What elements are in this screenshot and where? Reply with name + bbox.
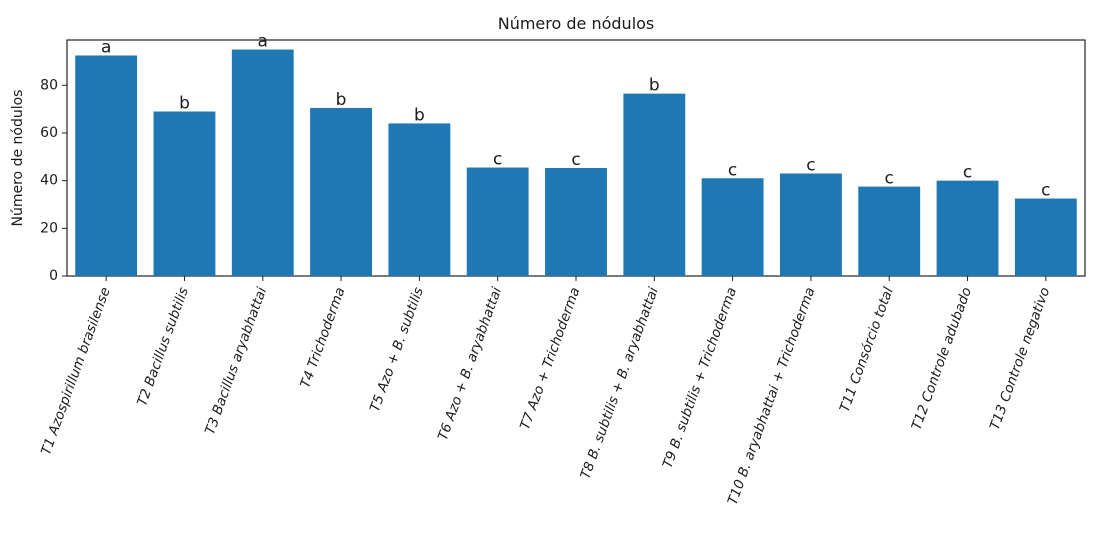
- x-tick-label: T10 B. aryabhattai + Trichoderma: [725, 285, 819, 507]
- bars: [75, 49, 1077, 277]
- chart-title: Número de nódulos: [498, 14, 655, 33]
- bar-significance-label: c: [571, 150, 580, 170]
- x-tick-label: T3 Bacillus aryabhattai: [202, 285, 270, 437]
- x-tick-label: T12 Controle adubado: [909, 285, 976, 432]
- y-axis-label: Número de nódulos: [10, 90, 26, 227]
- bar-significance-label: a: [258, 32, 268, 52]
- bar: [858, 186, 921, 276]
- bar: [623, 93, 686, 277]
- y-tick-label: 60: [40, 125, 58, 141]
- x-tick-label: T7 Azo + Trichoderma: [517, 285, 583, 432]
- bar-significance-label: c: [493, 150, 502, 170]
- x-tick-label: T6 Azo + B. aryabhattai: [435, 285, 505, 443]
- y-tick-label: 0: [49, 268, 58, 284]
- bar-significance-label: c: [728, 160, 737, 180]
- bar-significance-label: b: [336, 90, 347, 110]
- bar-significance-label: b: [179, 94, 190, 114]
- bar: [466, 167, 529, 276]
- y-axis-ticks: 0 20 40 60 80: [40, 77, 67, 284]
- x-tick-label: T11 Consórcio total: [837, 285, 897, 414]
- bar: [388, 123, 451, 276]
- y-tick-label: 40: [40, 173, 58, 189]
- bar-significance-label: b: [414, 105, 425, 125]
- x-tick-label: T13 Controle negativo: [987, 285, 1053, 432]
- x-tick-label: T9 B. subtilis + Trichoderma: [660, 285, 740, 470]
- y-tick-label: 20: [40, 220, 58, 236]
- x-tick-label: T2 Bacillus subtilis: [134, 285, 192, 408]
- bar: [310, 107, 373, 276]
- bar-significance-label: c: [963, 163, 972, 183]
- bar-significance-label: b: [649, 76, 660, 96]
- x-tick-label: T1 Azospirillum brasilense: [38, 285, 114, 457]
- bar: [1014, 198, 1077, 276]
- bar: [231, 49, 294, 276]
- data-labels: a b a b b c c b c c c c c: [101, 32, 1051, 201]
- y-tick-label: 80: [40, 77, 58, 93]
- bar-significance-label: c: [885, 169, 894, 189]
- bar: [936, 180, 999, 276]
- bar-significance-label: a: [101, 37, 111, 57]
- x-tick-label: T8 B. subtilis + B. aryabhattai: [578, 285, 662, 481]
- bar: [75, 55, 138, 276]
- bar-significance-label: c: [1041, 181, 1050, 201]
- bar: [701, 178, 764, 276]
- bar: [545, 168, 607, 276]
- x-tick-label: T5 Azo + B. subtilis: [367, 285, 427, 414]
- x-axis-ticks: T1 Azospirillum brasilense T2 Bacillus su…: [38, 276, 1053, 507]
- x-tick-label: T4 Trichoderma: [297, 285, 348, 390]
- bar: [153, 111, 216, 276]
- bar-significance-label: c: [806, 155, 815, 175]
- bar: [779, 173, 842, 276]
